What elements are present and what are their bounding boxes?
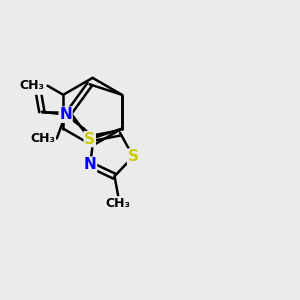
Text: S: S [128, 149, 139, 164]
Text: N: N [59, 107, 72, 122]
Text: N: N [84, 157, 97, 172]
Text: CH₃: CH₃ [20, 79, 45, 92]
Text: CH₃: CH₃ [106, 197, 130, 210]
Text: CH₃: CH₃ [30, 132, 55, 145]
Text: O: O [31, 79, 44, 94]
Text: S: S [84, 132, 95, 147]
